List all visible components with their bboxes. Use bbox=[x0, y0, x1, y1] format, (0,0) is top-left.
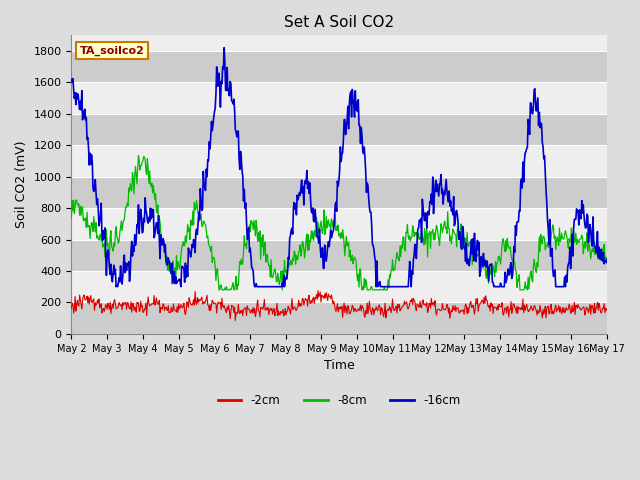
Bar bbox=[72, 114, 607, 145]
Bar bbox=[72, 51, 607, 83]
Legend: -2cm, -8cm, -16cm: -2cm, -8cm, -16cm bbox=[213, 389, 465, 411]
Title: Set A Soil CO2: Set A Soil CO2 bbox=[284, 15, 394, 30]
Bar bbox=[72, 240, 607, 271]
Bar bbox=[72, 302, 607, 334]
X-axis label: Time: Time bbox=[324, 359, 355, 372]
Bar bbox=[72, 177, 607, 208]
Y-axis label: Soil CO2 (mV): Soil CO2 (mV) bbox=[15, 141, 28, 228]
Text: TA_soilco2: TA_soilco2 bbox=[79, 46, 144, 56]
